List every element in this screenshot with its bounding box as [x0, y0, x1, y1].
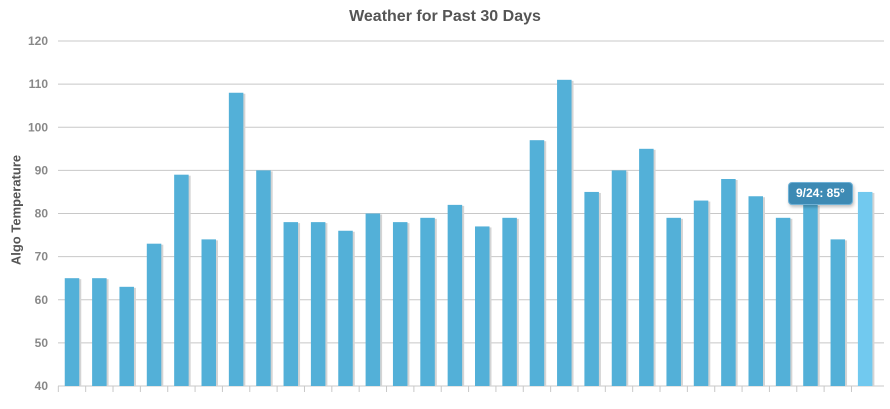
- y-tick-label: 70: [35, 250, 49, 264]
- y-tick-label: 100: [28, 120, 48, 134]
- y-tick-label: 90: [35, 163, 49, 177]
- grid-lines: [58, 40, 884, 387]
- bar[interactable]: [666, 217, 681, 386]
- bar[interactable]: [830, 239, 846, 386]
- y-tick-label: 50: [35, 336, 49, 350]
- y-tick-label: 120: [28, 34, 48, 48]
- bar[interactable]: [639, 148, 654, 386]
- bar[interactable]: [146, 243, 162, 386]
- bar[interactable]: [92, 278, 107, 386]
- bar[interactable]: [475, 226, 490, 386]
- x-axis-ticks: [57, 386, 852, 392]
- bar[interactable]: [310, 222, 326, 386]
- bars: [64, 79, 875, 387]
- bar[interactable]: [447, 204, 463, 386]
- y-tick-label: 80: [35, 207, 49, 221]
- y-axis-ticks: 40 50 60 70 80 90 100 110 120: [28, 34, 48, 393]
- bar[interactable]: [228, 92, 244, 386]
- bar[interactable]: [584, 191, 599, 386]
- bar[interactable]: [748, 196, 764, 386]
- bar[interactable]: [64, 278, 80, 386]
- bar[interactable]: [256, 170, 271, 386]
- bar[interactable]: [201, 239, 217, 386]
- bar[interactable]: [775, 217, 791, 386]
- y-tick-label: 40: [35, 379, 49, 393]
- bar[interactable]: [392, 222, 408, 386]
- bar[interactable]: [338, 230, 353, 386]
- bar[interactable]: [529, 140, 545, 386]
- bar[interactable]: [693, 200, 709, 386]
- bar[interactable]: [420, 217, 435, 386]
- bar[interactable]: [857, 191, 873, 386]
- bar[interactable]: [721, 179, 736, 386]
- bar[interactable]: [557, 79, 572, 386]
- bar[interactable]: [119, 286, 134, 386]
- bar[interactable]: [502, 217, 517, 386]
- y-tick-label: 60: [35, 293, 49, 307]
- bar[interactable]: [174, 174, 189, 386]
- bar[interactable]: [803, 204, 818, 386]
- chart-title: Weather for Past 30 Days: [349, 8, 541, 25]
- bar[interactable]: [283, 222, 299, 386]
- y-tick-label: 110: [29, 77, 49, 91]
- bar[interactable]: [611, 170, 627, 386]
- bar-tooltip: 9/24: 85°: [788, 182, 853, 205]
- bar[interactable]: [365, 213, 381, 387]
